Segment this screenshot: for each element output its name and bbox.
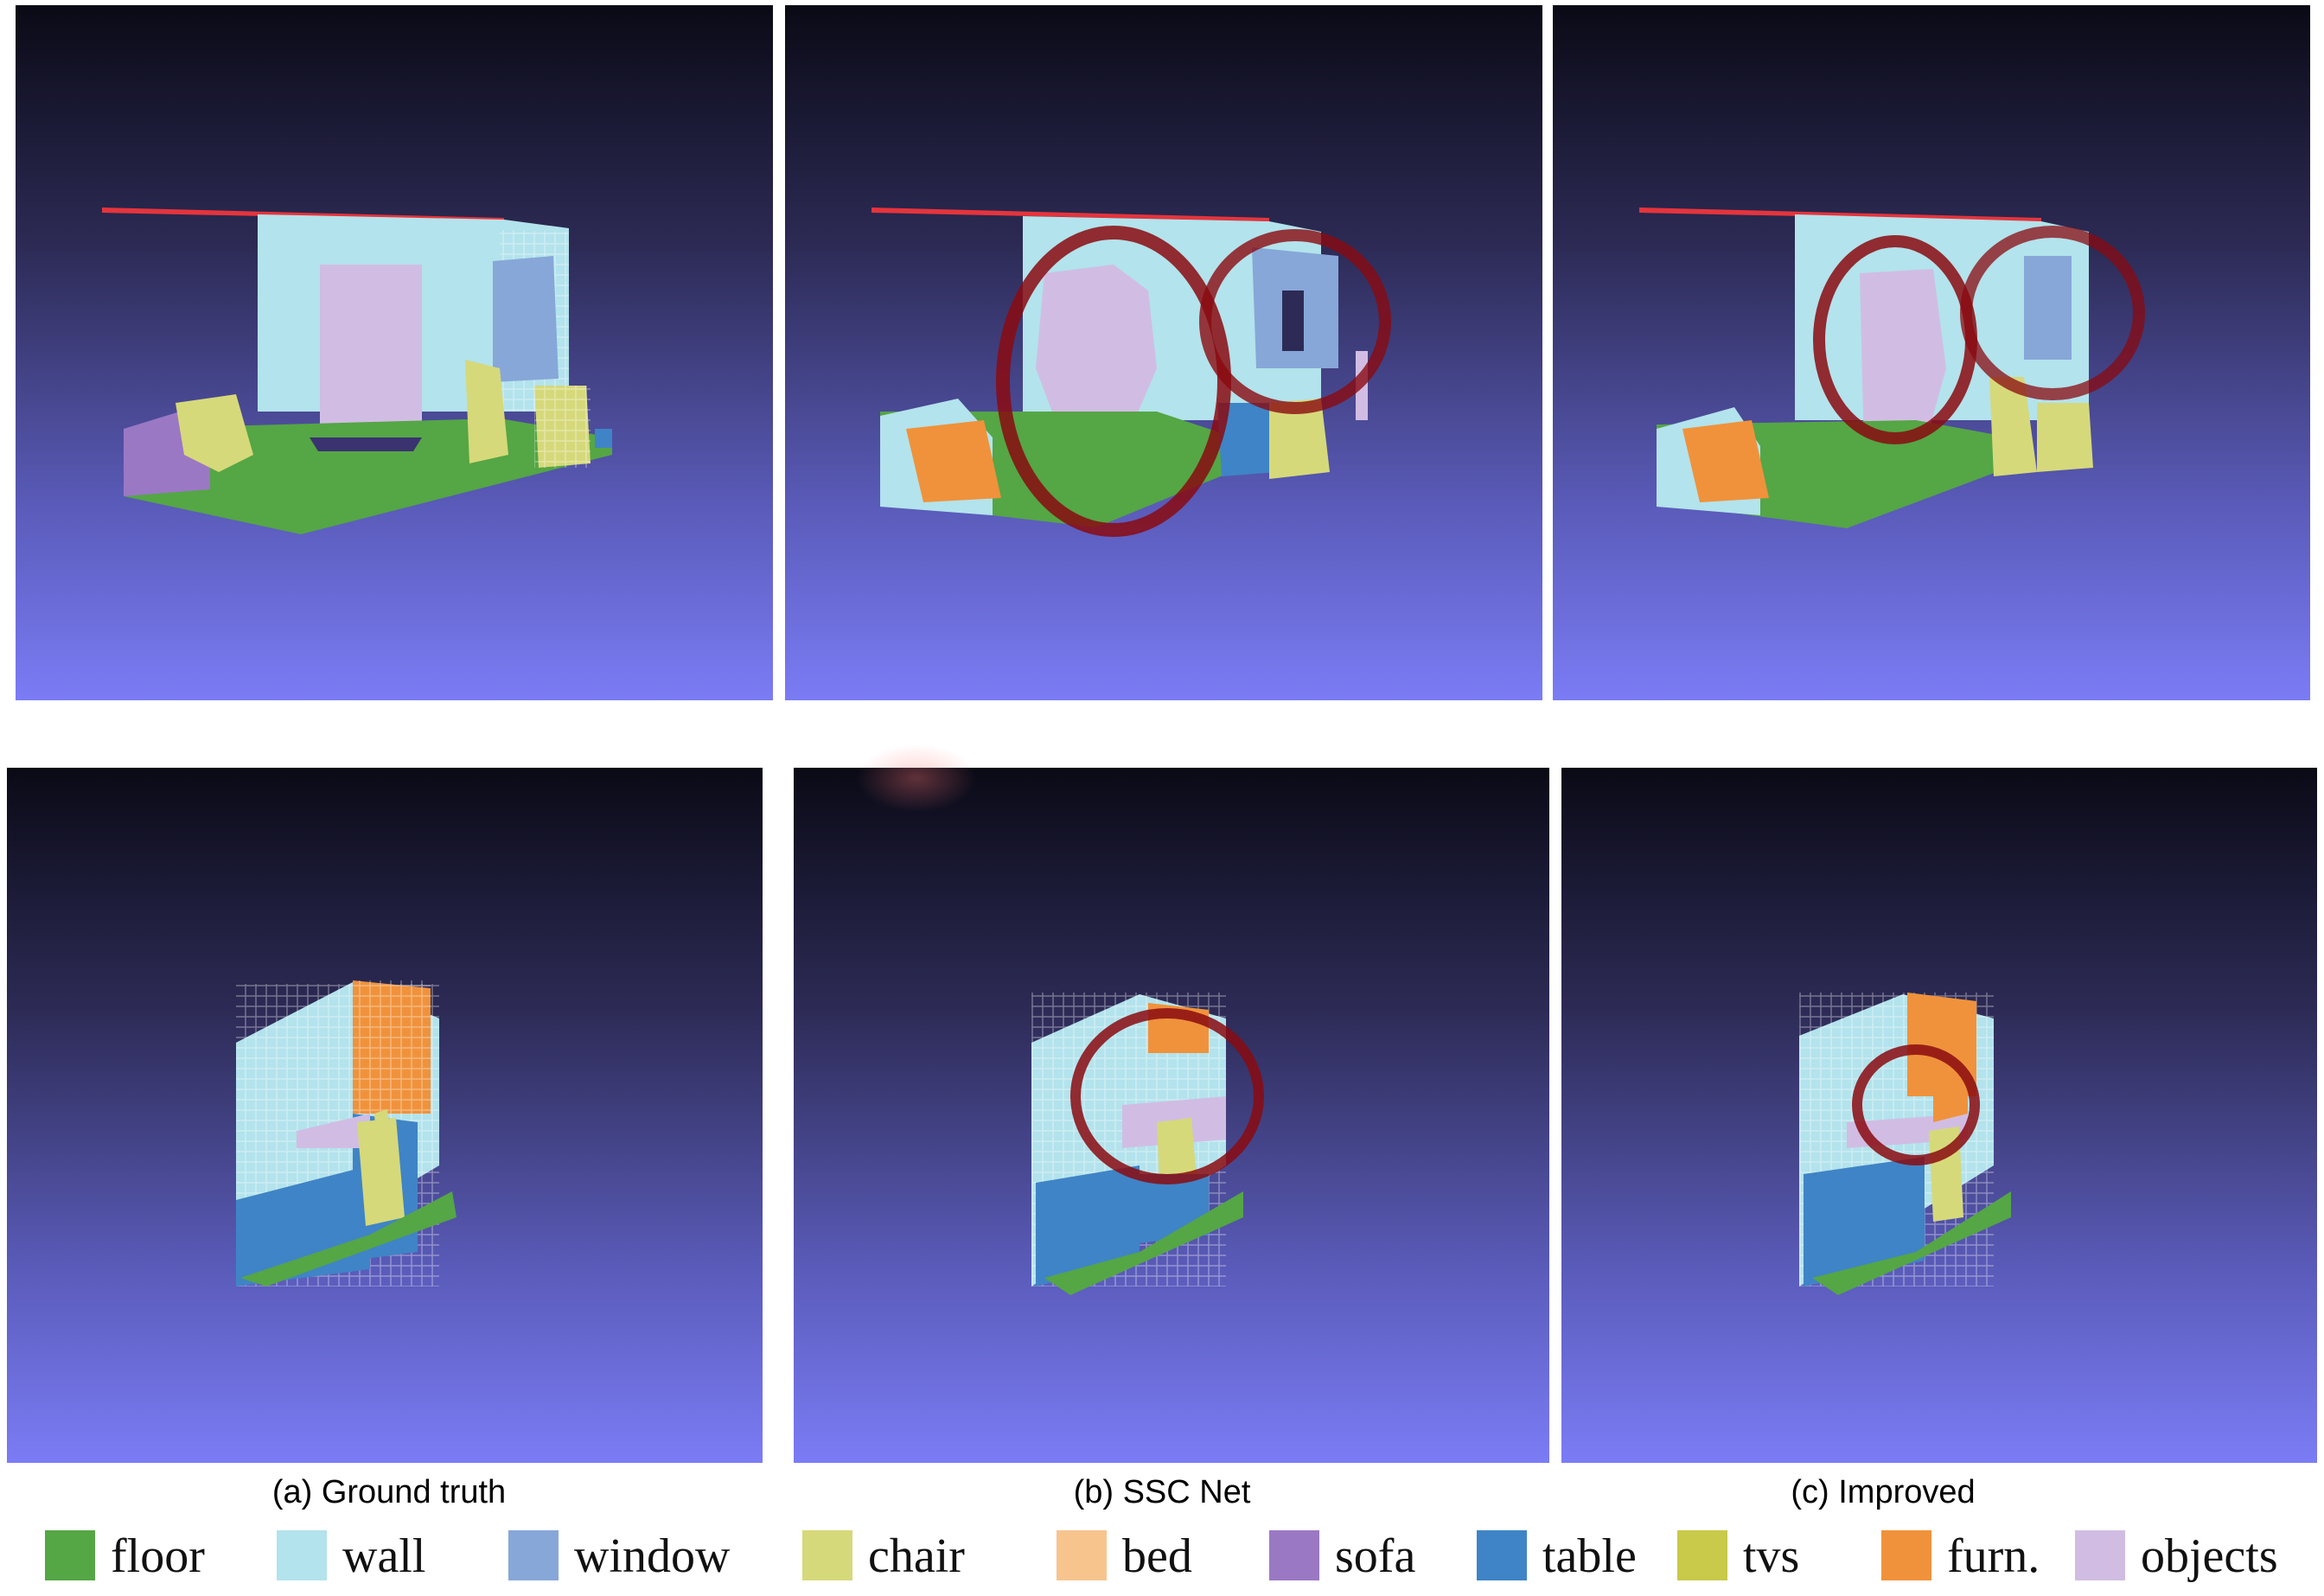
legend-swatch — [45, 1530, 95, 1580]
scene-render — [236, 980, 456, 1286]
legend-swatch — [1677, 1530, 1727, 1580]
legend-label: objects — [2141, 1529, 2278, 1583]
panel-bottom-ground-truth — [7, 768, 763, 1463]
legend-label: chair — [868, 1529, 965, 1583]
legend-label: wall — [342, 1529, 426, 1583]
legend-label: sofa — [1335, 1529, 1416, 1583]
legend-label: furn. — [1947, 1529, 2040, 1583]
scene-render — [102, 207, 612, 534]
legend-label: bed — [1122, 1529, 1192, 1583]
glare-artifact — [856, 744, 977, 813]
highlight-circle — [1199, 229, 1391, 414]
panel-top-ground-truth — [16, 5, 773, 700]
caption-ground-truth: (a) Ground truth — [271, 1474, 507, 1510]
scene-render — [1799, 993, 2011, 1295]
legend-label: floor — [111, 1529, 205, 1583]
panel-top-improved — [1553, 5, 2310, 700]
legend-swatch — [802, 1530, 852, 1580]
highlight-circle — [1070, 1008, 1264, 1184]
legend-label: table — [1542, 1529, 1637, 1583]
legend-swatch — [1881, 1530, 1931, 1580]
legend-swatch — [1057, 1530, 1107, 1580]
legend-swatch — [1269, 1530, 1319, 1580]
scene-render — [1639, 207, 2145, 528]
scene-render — [872, 207, 1391, 537]
highlight-circle — [1960, 226, 2145, 400]
legend-label: window — [574, 1529, 731, 1583]
legend-swatch — [508, 1530, 559, 1580]
highlight-circle — [1852, 1044, 1980, 1165]
legend-label: tvs — [1743, 1529, 1800, 1583]
scene-render — [1031, 993, 1264, 1295]
legend-swatch — [1477, 1530, 1527, 1580]
panel-bottom-improved — [1561, 768, 2317, 1463]
caption-ssc-net: (b) SSC Net — [1073, 1474, 1251, 1510]
legend-swatch — [2075, 1530, 2125, 1580]
caption-improved: (c) Improved — [1791, 1474, 1976, 1510]
panel-bottom-ssc-net — [794, 768, 1549, 1463]
legend-swatch — [277, 1530, 327, 1580]
panel-top-ssc-net — [785, 5, 1542, 700]
